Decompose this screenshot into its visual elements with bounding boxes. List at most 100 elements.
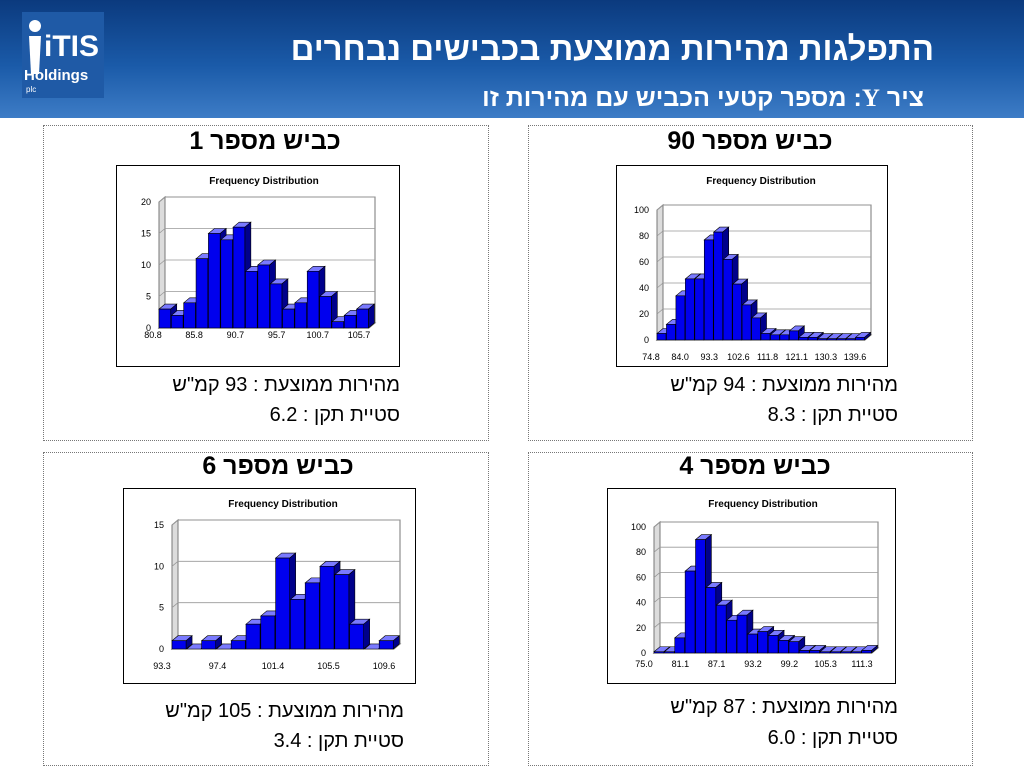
chart-bar-front bbox=[343, 315, 357, 329]
chart-bar-front bbox=[778, 640, 789, 654]
chart-bar-front bbox=[220, 239, 233, 329]
chart-bar-front bbox=[334, 574, 350, 650]
chart-title: Frequency Distribution bbox=[209, 176, 318, 187]
chart-bar-front bbox=[653, 651, 665, 654]
chart-bar-front bbox=[747, 633, 758, 654]
chart-y-tick-label: 10 bbox=[141, 260, 151, 270]
chart-x-tick-label: 95.7 bbox=[268, 330, 286, 340]
chart-bar-front bbox=[722, 259, 733, 341]
chart-y-tick-label: 15 bbox=[141, 229, 151, 239]
chart-gridline bbox=[158, 291, 375, 297]
chart-left-wall bbox=[653, 520, 661, 655]
logo-figure-body bbox=[29, 36, 41, 74]
chart-x-tick-label: 130.3 bbox=[815, 352, 838, 362]
chart-bar-front bbox=[798, 337, 809, 341]
chart-x-tick-label: 75.0 bbox=[635, 659, 653, 669]
chart-gridline bbox=[653, 622, 878, 629]
chart-x-tick-label: 99.2 bbox=[781, 659, 799, 669]
chart-bar-front bbox=[826, 338, 837, 341]
chart-bar-front bbox=[656, 333, 667, 341]
chart-y-tick-label: 80 bbox=[639, 231, 649, 241]
chart-bar-front bbox=[715, 604, 727, 654]
chart-y-tick-label: 5 bbox=[159, 603, 164, 613]
chart-x-tick-label: 102.6 bbox=[727, 352, 750, 362]
chart-bar bbox=[348, 618, 371, 650]
chart-bar-front bbox=[836, 338, 846, 341]
chart-x-tick-label: 93.2 bbox=[744, 659, 762, 669]
chart-bar-front bbox=[331, 321, 344, 329]
chart-road-6-svg: Frequency Distribution 0 5 10 15 93.3 97.4 101.… bbox=[153, 499, 402, 671]
chart-bar-front bbox=[694, 278, 705, 341]
chart-bar-front bbox=[208, 233, 221, 329]
chart-bar-front bbox=[675, 295, 686, 341]
chart-x-tick-label: 84.0 bbox=[671, 352, 689, 362]
chart-bar-front bbox=[275, 557, 290, 650]
logo-text-mid: Holdings bbox=[24, 67, 88, 84]
chart-bar-front bbox=[830, 651, 841, 654]
chart-bar-front bbox=[845, 338, 856, 341]
chart-road-90-svg: Frequency Distribution 0 20 40 60 80 100 74.8 84… bbox=[634, 176, 873, 362]
chart-gridline bbox=[656, 230, 871, 237]
chart-bar-front bbox=[807, 337, 818, 341]
chart-x-tick-label: 109.6 bbox=[373, 661, 396, 671]
chart-title: Frequency Distribution bbox=[708, 499, 817, 510]
chart-y-tick-label: 0 bbox=[641, 648, 646, 658]
chart-y-tick-label: 40 bbox=[636, 598, 646, 608]
mean-speed-road-1: מהירות ממוצעת : 93 קמ"ש bbox=[172, 374, 400, 396]
subtitle-axis-letter: Y bbox=[861, 85, 880, 112]
chart-road-4: Frequency Distribution 0 20 40 60 80 100 75.0 81… bbox=[607, 488, 896, 684]
chart-x-tick-label: 80.8 bbox=[144, 330, 162, 340]
chart-bar-front bbox=[705, 587, 717, 654]
chart-x-tick-label: 111.3 bbox=[851, 659, 872, 669]
chart-bar-front bbox=[230, 640, 246, 650]
chart-x-tick-label: 100.7 bbox=[307, 330, 330, 340]
chart-bar-front bbox=[378, 640, 394, 650]
chart-gridline bbox=[171, 519, 400, 526]
chart-y-tick-label: 15 bbox=[154, 520, 164, 530]
chart-y-tick-label: 100 bbox=[631, 522, 646, 532]
chart-y-tick-label: 20 bbox=[141, 197, 151, 207]
chart-bar-front bbox=[195, 258, 209, 329]
chart-x-tick-label: 111.8 bbox=[757, 352, 778, 362]
mean-speed-road-6: מהירות ממוצעת : 105 קמ"ש bbox=[165, 700, 404, 722]
chart-bar-front bbox=[850, 651, 862, 654]
chart-bar-front bbox=[788, 641, 800, 654]
chart-gridline bbox=[653, 546, 878, 553]
chart-bar-front bbox=[201, 640, 216, 650]
chart-road-1-svg: Frequency Distribution 0 5 10 15 20 80.8 85.8 90… bbox=[141, 176, 377, 340]
chart-bar-front bbox=[840, 651, 852, 654]
chart-bar-front bbox=[319, 566, 335, 650]
chart-gridline bbox=[653, 597, 878, 603]
chart-y-tick-label: 0 bbox=[644, 335, 649, 345]
chart-bar-front bbox=[171, 640, 187, 650]
chart-bar-front bbox=[294, 302, 307, 329]
chart-bar-front bbox=[751, 317, 761, 341]
subtitle-prefix: ציר bbox=[886, 84, 924, 112]
chart-bar-front bbox=[685, 278, 695, 341]
chart-x-tick-label: 81.1 bbox=[672, 659, 690, 669]
chart-bar-front bbox=[703, 239, 714, 341]
chart-bar-front bbox=[260, 615, 276, 650]
chart-left-wall bbox=[656, 203, 664, 342]
chart-bar-front bbox=[855, 337, 865, 341]
chart-bar-front bbox=[664, 651, 675, 654]
chart-bar-front bbox=[232, 226, 246, 329]
chart-bar-front bbox=[245, 271, 258, 329]
mean-speed-road-90: מהירות ממוצעת : 94 קמ"ש bbox=[670, 374, 898, 396]
chart-road-1: Frequency Distribution 0 5 10 15 20 80.8 85.8 90… bbox=[116, 165, 400, 367]
chart-bar-front bbox=[732, 283, 742, 341]
chart-bar-front bbox=[306, 271, 320, 329]
panel-title-road-6: כביש מספר 6 bbox=[202, 452, 354, 480]
chart-x-tick-label: 105.3 bbox=[814, 659, 837, 669]
chart-gridline bbox=[656, 256, 871, 263]
chart-bar bbox=[171, 635, 193, 650]
itis-logo: iTIS Holdings plc bbox=[22, 12, 104, 98]
chart-bar-front bbox=[760, 333, 771, 341]
chart-bar-front bbox=[319, 296, 332, 329]
chart-bar-front bbox=[736, 614, 748, 654]
chart-gridline bbox=[656, 282, 871, 289]
chart-x-tick-label: 101.4 bbox=[262, 661, 285, 671]
chart-bar bbox=[378, 635, 401, 650]
chart-bar bbox=[819, 646, 837, 654]
chart-bar-front bbox=[767, 635, 779, 654]
